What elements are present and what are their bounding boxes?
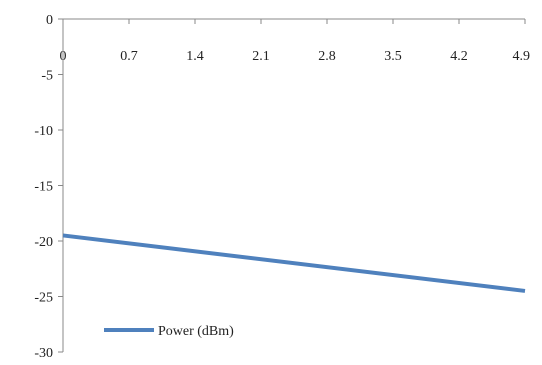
axis-ticks <box>58 18 526 353</box>
x-tick-label: 0.7 <box>120 49 138 64</box>
x-tick-label: 2.1 <box>252 49 270 64</box>
x-tick-label: 4.2 <box>450 49 468 64</box>
y-tick-label: -30 <box>34 346 53 361</box>
series-group <box>62 233 526 293</box>
y-tick-label: -15 <box>34 180 53 195</box>
y-tick-labels: 0 -5 -10 -15 -20 -25 -30 <box>34 13 53 361</box>
x-tick-label: 1.4 <box>186 49 204 64</box>
y-tick-label: -10 <box>34 124 53 139</box>
y-tick-label: -5 <box>41 69 53 84</box>
x-tick-label: 3.5 <box>384 49 402 64</box>
legend-label: Power (dBm) <box>158 324 234 339</box>
x-tick-label: 4.9 <box>513 49 531 64</box>
y-tick-label: -25 <box>34 291 53 306</box>
legend: Power (dBm) <box>104 324 234 339</box>
x-tick-label: 2.8 <box>318 49 336 64</box>
series-line-0 <box>62 233 526 293</box>
y-tick-label: 0 <box>46 13 53 28</box>
x-tick-labels: 00.71.42.12.83.54.24.9 <box>60 49 531 64</box>
y-tick-label: -20 <box>34 235 53 250</box>
